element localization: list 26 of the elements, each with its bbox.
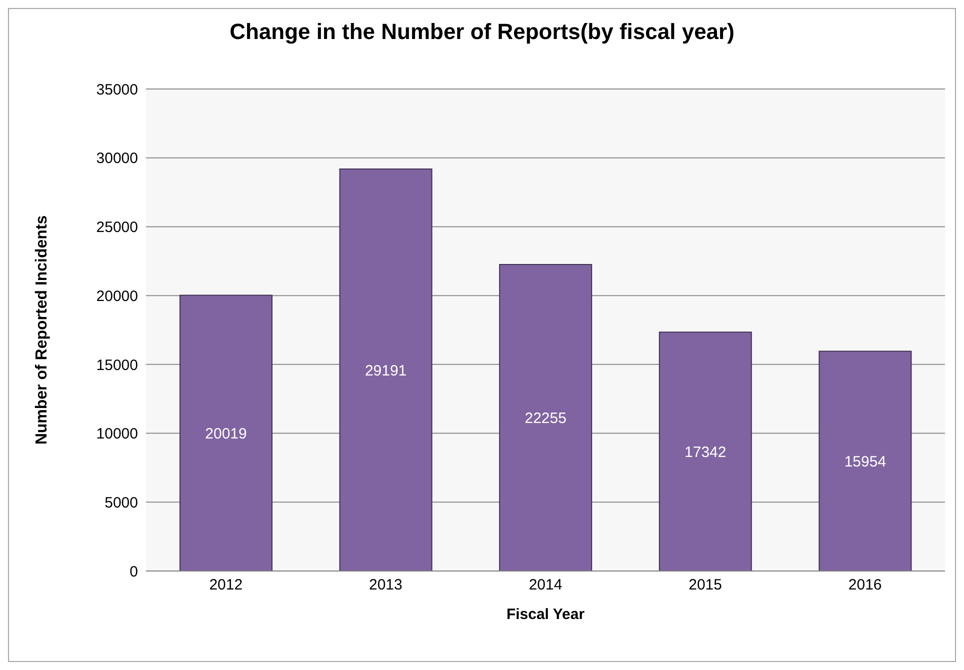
data-label: 20019 [205, 425, 247, 442]
y-tick-label: 35000 [96, 81, 138, 98]
bar [339, 168, 432, 571]
x-tick-label: 2012 [209, 576, 243, 594]
y-tick-label: 20000 [96, 288, 138, 305]
chart-title: Change in the Number of Reports(by fiscal year) [228, 19, 736, 45]
x-tick-label: 2013 [369, 576, 402, 594]
x-tick-label: 2015 [688, 576, 722, 594]
data-label: 22255 [524, 410, 566, 428]
x-tick-label: 2014 [528, 576, 562, 594]
y-tick-label: 30000 [96, 150, 138, 168]
y-axis-title: Number of Reported Incidents [34, 215, 51, 445]
bar [658, 332, 752, 571]
data-label: 15954 [844, 453, 886, 470]
x-tick-label: 2016 [848, 576, 882, 594]
y-tick-label: 25000 [96, 219, 138, 236]
y-tick-label: 5000 [104, 494, 138, 512]
bar [180, 294, 272, 571]
bar [499, 264, 592, 571]
y-tick-label: 0 [130, 563, 138, 580]
data-label: 17342 [684, 444, 726, 461]
bar [818, 350, 912, 571]
y-tick-label: 10000 [96, 426, 138, 443]
data-label: 29191 [364, 362, 407, 380]
x-axis-title: Fiscal Year [506, 606, 585, 623]
y-tick-label: 15000 [96, 356, 138, 374]
